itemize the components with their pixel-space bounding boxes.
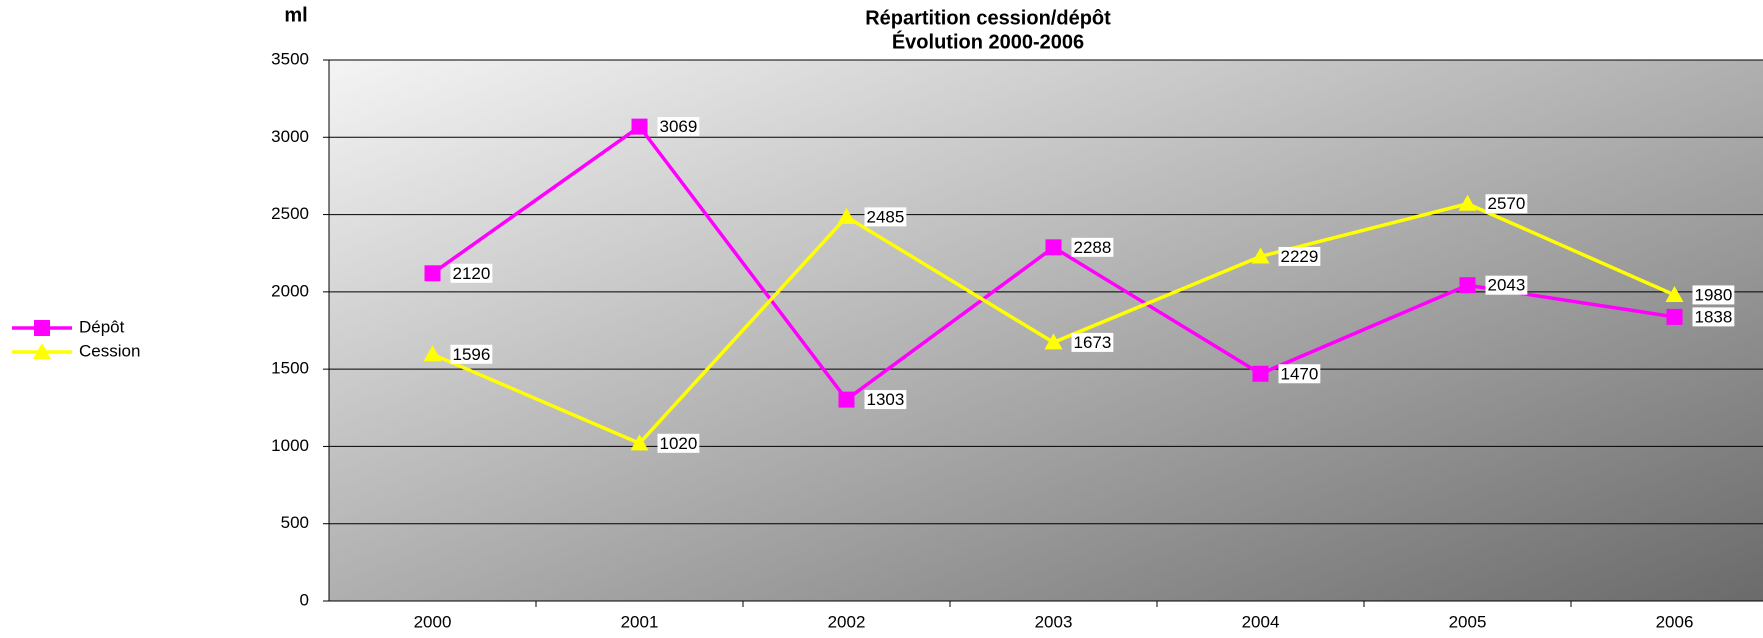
data-label-bg <box>1071 237 1114 257</box>
data-label-bg <box>1485 275 1528 295</box>
data-label: 1303 <box>867 390 905 409</box>
x-tick-label: 2001 <box>621 612 659 631</box>
data-label-bg <box>1485 194 1528 214</box>
data-label-group: 1980 <box>1692 285 1735 305</box>
marker <box>34 320 50 336</box>
data-label-bg <box>1278 246 1321 266</box>
data-label: 2485 <box>867 207 905 226</box>
data-label-group: 1838 <box>1692 307 1735 327</box>
data-label-group: 2570 <box>1485 194 1528 214</box>
marker <box>1458 194 1477 211</box>
data-label-bg <box>450 344 493 364</box>
marker <box>424 265 441 282</box>
y-tick-label: 1500 <box>271 359 309 378</box>
data-label-bg <box>657 117 700 137</box>
marker <box>33 343 51 359</box>
x-tick-label: 2006 <box>1656 612 1694 631</box>
data-label-group: 2485 <box>864 207 907 227</box>
data-label-bg <box>1071 332 1114 352</box>
data-label-group: 2229 <box>1278 246 1321 266</box>
data-label-bg <box>1692 307 1735 327</box>
data-label: 1020 <box>660 434 698 453</box>
marker <box>423 345 442 362</box>
marker <box>1666 308 1683 325</box>
marker <box>630 434 649 451</box>
data-label: 2288 <box>1074 238 1112 257</box>
data-label: 2229 <box>1281 247 1319 266</box>
chart-subtitle: Évolution 2000-2006 <box>892 30 1084 53</box>
y-axis-label: ml <box>284 4 307 26</box>
data-label-group: 1470 <box>1278 364 1321 384</box>
marker <box>1665 285 1684 302</box>
legend-label: Dépôt <box>79 317 125 336</box>
data-label-group: 1673 <box>1071 332 1114 352</box>
data-label: 2120 <box>453 264 491 283</box>
x-tick-label: 2002 <box>828 612 866 631</box>
marker <box>1045 239 1062 256</box>
marker <box>1459 277 1476 294</box>
x-tick-label: 2005 <box>1449 612 1487 631</box>
chart-title: Répartition cession/dépôt <box>865 7 1111 29</box>
data-label: 1596 <box>453 345 491 364</box>
plot-area <box>329 60 1763 601</box>
data-label: 1673 <box>1074 333 1112 352</box>
marker <box>838 391 855 408</box>
y-tick-label: 0 <box>300 590 309 609</box>
data-label-bg <box>1692 285 1735 305</box>
x-tick-label: 2004 <box>1242 612 1280 631</box>
y-tick-label: 2000 <box>271 281 309 300</box>
data-label-bg <box>864 390 907 410</box>
data-label-group: 2043 <box>1485 275 1528 295</box>
data-label-bg <box>657 433 700 453</box>
data-label: 2570 <box>1488 194 1526 213</box>
x-tick-label: 2003 <box>1035 612 1073 631</box>
data-label-group: 1303 <box>864 390 907 410</box>
marker <box>1252 365 1269 382</box>
legend-label: Cession <box>79 341 140 360</box>
data-label: 1838 <box>1695 307 1733 326</box>
y-tick-label: 500 <box>281 513 309 532</box>
data-label-group: 1596 <box>450 344 493 364</box>
data-label: 2043 <box>1488 276 1526 295</box>
data-label-group: 1020 <box>657 433 700 453</box>
marker <box>1044 333 1063 350</box>
y-tick-label: 2500 <box>271 204 309 223</box>
y-tick-label: 3500 <box>271 49 309 68</box>
x-tick-label: 2000 <box>414 612 452 631</box>
data-label-group: 2120 <box>450 263 493 283</box>
data-label: 1470 <box>1281 364 1319 383</box>
data-label-bg <box>1278 364 1321 384</box>
data-label-group: 2288 <box>1071 237 1114 257</box>
data-label-bg <box>864 207 907 227</box>
marker <box>1251 247 1270 264</box>
marker <box>631 118 648 135</box>
data-label: 3069 <box>660 117 698 136</box>
y-tick-label: 3000 <box>271 127 309 146</box>
marker <box>837 207 856 224</box>
data-label: 1980 <box>1695 285 1733 304</box>
data-label-group: 3069 <box>657 117 700 137</box>
data-label-bg <box>450 263 493 283</box>
y-tick-label: 1000 <box>271 436 309 455</box>
